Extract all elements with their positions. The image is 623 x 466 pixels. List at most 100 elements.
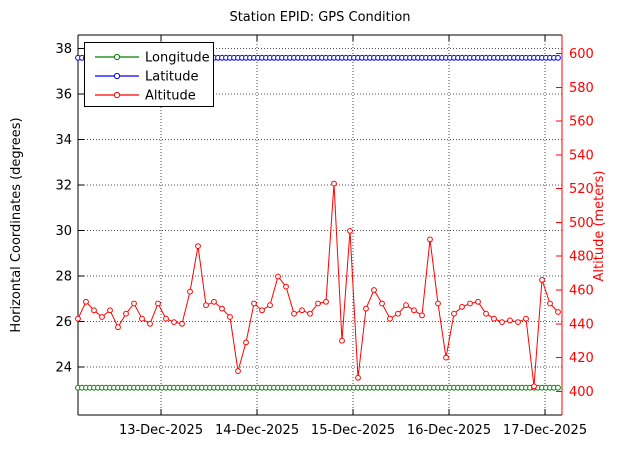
series-marker xyxy=(91,307,97,314)
series-marker xyxy=(379,300,385,307)
series-marker xyxy=(435,300,441,307)
x-axis: 13-Dec-2025 14-Dec-2025 15-Dec-2025 16-Dec-… xyxy=(119,35,587,438)
legend-entry-longitude: Longitude xyxy=(95,51,210,66)
series-marker xyxy=(235,368,241,375)
series-marker xyxy=(443,354,449,361)
series-marker xyxy=(227,314,233,320)
right-axis-label: Altitude (meters) xyxy=(592,171,607,282)
series-marker xyxy=(219,305,225,312)
series-marker xyxy=(259,307,265,314)
series-marker xyxy=(107,307,113,314)
left-tick-label: 32 xyxy=(55,179,72,194)
altitude-series xyxy=(75,180,561,390)
right-tick-label: 500 xyxy=(569,216,594,231)
series-marker xyxy=(403,302,409,309)
left-tick-label: 26 xyxy=(55,315,72,330)
series-marker xyxy=(331,180,337,187)
series-marker xyxy=(139,315,145,322)
right-tick-label: 460 xyxy=(569,284,594,299)
series-marker xyxy=(195,243,201,250)
series-marker xyxy=(491,315,497,322)
series-marker xyxy=(555,384,561,391)
series-marker xyxy=(251,300,257,307)
right-tick-label: 520 xyxy=(569,182,594,197)
right-tick-label: 400 xyxy=(569,385,594,400)
series-marker xyxy=(419,312,425,319)
series-marker xyxy=(451,310,457,317)
series-marker xyxy=(459,304,465,310)
series-marker xyxy=(475,298,481,305)
legend-entry-altitude: Altitude xyxy=(95,89,196,104)
legend-label: Altitude xyxy=(145,89,196,104)
series-marker xyxy=(555,309,561,315)
series-marker xyxy=(499,319,505,326)
series-marker xyxy=(291,310,297,317)
legend-marker-sample xyxy=(113,91,121,99)
series-marker xyxy=(339,337,345,344)
series-marker xyxy=(99,314,105,320)
series-marker xyxy=(547,300,553,307)
series-marker xyxy=(323,298,329,305)
series-marker xyxy=(483,310,489,317)
series-marker xyxy=(523,315,529,322)
series-marker xyxy=(171,319,177,326)
x-tick-label: 14-Dec-2025 xyxy=(215,423,299,438)
series-marker xyxy=(355,374,361,381)
longitude-series xyxy=(75,384,561,391)
legend: Longitude Latitude Altitude xyxy=(84,42,214,107)
series-marker xyxy=(83,298,89,305)
series-marker xyxy=(115,324,121,331)
series-marker xyxy=(155,300,161,307)
series-marker xyxy=(267,302,273,309)
series-marker xyxy=(395,310,401,317)
series-marker xyxy=(371,287,377,293)
right-tick-label: 580 xyxy=(569,81,594,96)
series-marker xyxy=(515,319,521,326)
legend-marker-sample xyxy=(113,53,121,61)
series-marker xyxy=(387,315,393,322)
left-tick-label: 28 xyxy=(55,270,72,285)
series-marker xyxy=(363,305,369,312)
series-marker xyxy=(427,236,433,243)
legend-entry-latitude: Latitude xyxy=(95,70,199,85)
plot-area: 24 26 28 30 32 34 36 38 400 420 440 460 480 500 520 540… xyxy=(55,34,594,438)
right-tick-label: 540 xyxy=(569,148,594,163)
series-marker xyxy=(539,277,545,283)
series-marker xyxy=(131,300,137,307)
legend-label: Latitude xyxy=(145,70,199,85)
x-tick-label: 17-Dec-2025 xyxy=(503,423,587,438)
left-axis: 24 26 28 30 32 34 36 38 xyxy=(55,42,84,376)
right-tick-label: 440 xyxy=(569,317,594,332)
left-tick-label: 36 xyxy=(55,88,72,103)
series-marker xyxy=(467,300,473,307)
series-marker xyxy=(307,310,313,317)
series-marker xyxy=(283,283,289,290)
left-tick-label: 24 xyxy=(55,361,72,376)
series-marker xyxy=(243,339,249,346)
series-marker xyxy=(75,315,81,322)
right-tick-label: 420 xyxy=(569,351,594,366)
right-tick-label: 560 xyxy=(569,115,594,130)
left-tick-label: 38 xyxy=(55,42,72,57)
series-marker xyxy=(275,273,281,280)
x-tick-label: 15-Dec-2025 xyxy=(311,423,395,438)
series-marker xyxy=(147,320,153,327)
series-marker xyxy=(203,302,209,309)
series-marker xyxy=(411,307,417,314)
series-line xyxy=(77,183,559,387)
left-tick-label: 34 xyxy=(55,133,72,148)
legend-marker-sample xyxy=(113,72,121,80)
x-tick-label: 16-Dec-2025 xyxy=(407,423,491,438)
series-marker xyxy=(299,307,305,314)
right-axis: 400 420 440 460 480 500 520 540 560 580 600 xyxy=(556,47,594,400)
x-tick-label: 13-Dec-2025 xyxy=(119,423,203,438)
series-marker xyxy=(211,298,217,305)
series-marker xyxy=(347,228,353,234)
series-marker xyxy=(187,288,193,295)
left-axis-label: Horizontal Coordinates (degrees) xyxy=(9,117,24,332)
series-marker xyxy=(315,300,321,307)
series-marker xyxy=(507,317,513,324)
series-marker xyxy=(555,54,561,61)
legend-box xyxy=(84,42,214,107)
